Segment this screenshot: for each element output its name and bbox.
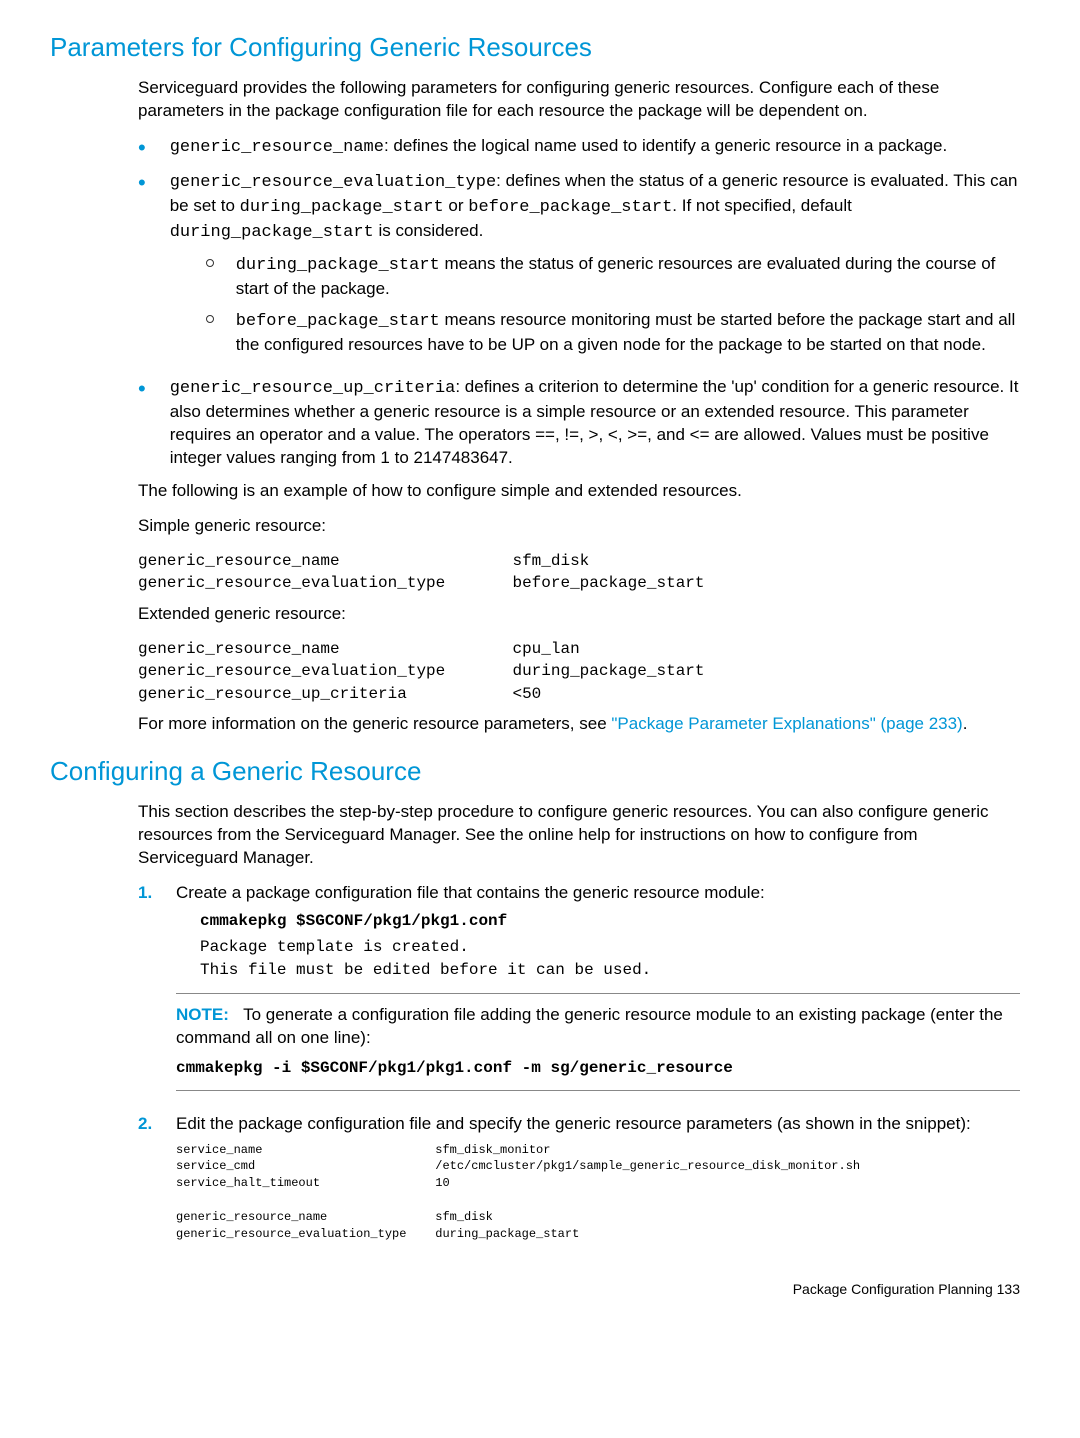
cross-reference-link[interactable]: "Package Parameter Explanations" (page 2… — [611, 714, 962, 733]
page-footer: Package Configuration Planning 133 — [60, 1280, 1020, 1299]
step-number: 1. — [138, 882, 156, 905]
note-box: NOTE: To generate a configuration file a… — [176, 993, 1020, 1090]
body-text: Simple generic resource: — [138, 515, 1020, 538]
bullet-icon: • — [138, 137, 146, 159]
body-text: Create a package configuration file that… — [176, 882, 1020, 905]
note-label: NOTE: — [176, 1005, 229, 1024]
body-text: Extended generic resource: — [138, 603, 1020, 626]
body-text: : defines the logical name used to ident… — [384, 136, 947, 155]
code-text: before_package_start — [468, 198, 672, 217]
code-text: before_package_start — [236, 312, 440, 331]
body-text: To generate a configuration file adding … — [176, 1005, 1003, 1047]
bullet-item: • generic_resource_name: defines the log… — [138, 135, 1020, 160]
body-text: For more information on the generic reso… — [138, 714, 611, 733]
code-block: generic_resource_name cpu_lan generic_re… — [138, 638, 1020, 705]
bullet-icon: • — [138, 378, 146, 400]
body-text: The following is an example of how to co… — [138, 480, 1020, 503]
body-text: is considered. — [374, 221, 484, 240]
code-text: generic_resource_name — [170, 138, 384, 157]
intro-paragraph: Serviceguard provides the following para… — [138, 77, 1020, 123]
body-text: or — [444, 196, 469, 215]
step-item: 1. Create a package configuration file t… — [138, 882, 1020, 1103]
sub-bullet-item: before_package_start means resource moni… — [206, 309, 1020, 357]
command-text: cmmakepkg -i $SGCONF/pkg1/pkg1.conf -m s… — [176, 1058, 1020, 1080]
body-text: . — [963, 714, 968, 733]
intro-paragraph: This section describes the step-by-step … — [138, 801, 1020, 870]
body-text: Edit the package configuration file and … — [176, 1113, 1020, 1136]
ring-icon — [206, 315, 214, 323]
code-block: service_name sfm_disk_monitor service_cm… — [176, 1142, 1020, 1243]
bullet-icon: • — [138, 172, 146, 194]
step-number: 2. — [138, 1113, 156, 1136]
command-text: cmmakepkg $SGCONF/pkg1/pkg1.conf — [200, 911, 1020, 933]
section-heading-parameters: Parameters for Configuring Generic Resou… — [50, 30, 1020, 65]
code-output: Package template is created. This file m… — [200, 936, 1020, 981]
step-item: 2. Edit the package configuration file a… — [138, 1113, 1020, 1251]
code-text: generic_resource_up_criteria — [170, 379, 456, 398]
section-heading-configuring: Configuring a Generic Resource — [50, 754, 1020, 789]
code-text: during_package_start — [170, 223, 374, 242]
bullet-item: • generic_resource_up_criteria: defines … — [138, 376, 1020, 470]
code-text: during_package_start — [236, 256, 440, 275]
code-block: generic_resource_name sfm_disk generic_r… — [138, 550, 1020, 595]
body-text: For more information on the generic reso… — [138, 713, 1020, 736]
bullet-item: • generic_resource_evaluation_type: defi… — [138, 170, 1020, 365]
code-text: generic_resource_evaluation_type — [170, 173, 496, 192]
body-text: . If not specified, default — [672, 196, 852, 215]
sub-bullet-item: during_package_start means the status of… — [206, 253, 1020, 301]
code-text: during_package_start — [240, 198, 444, 217]
ring-icon — [206, 259, 214, 267]
